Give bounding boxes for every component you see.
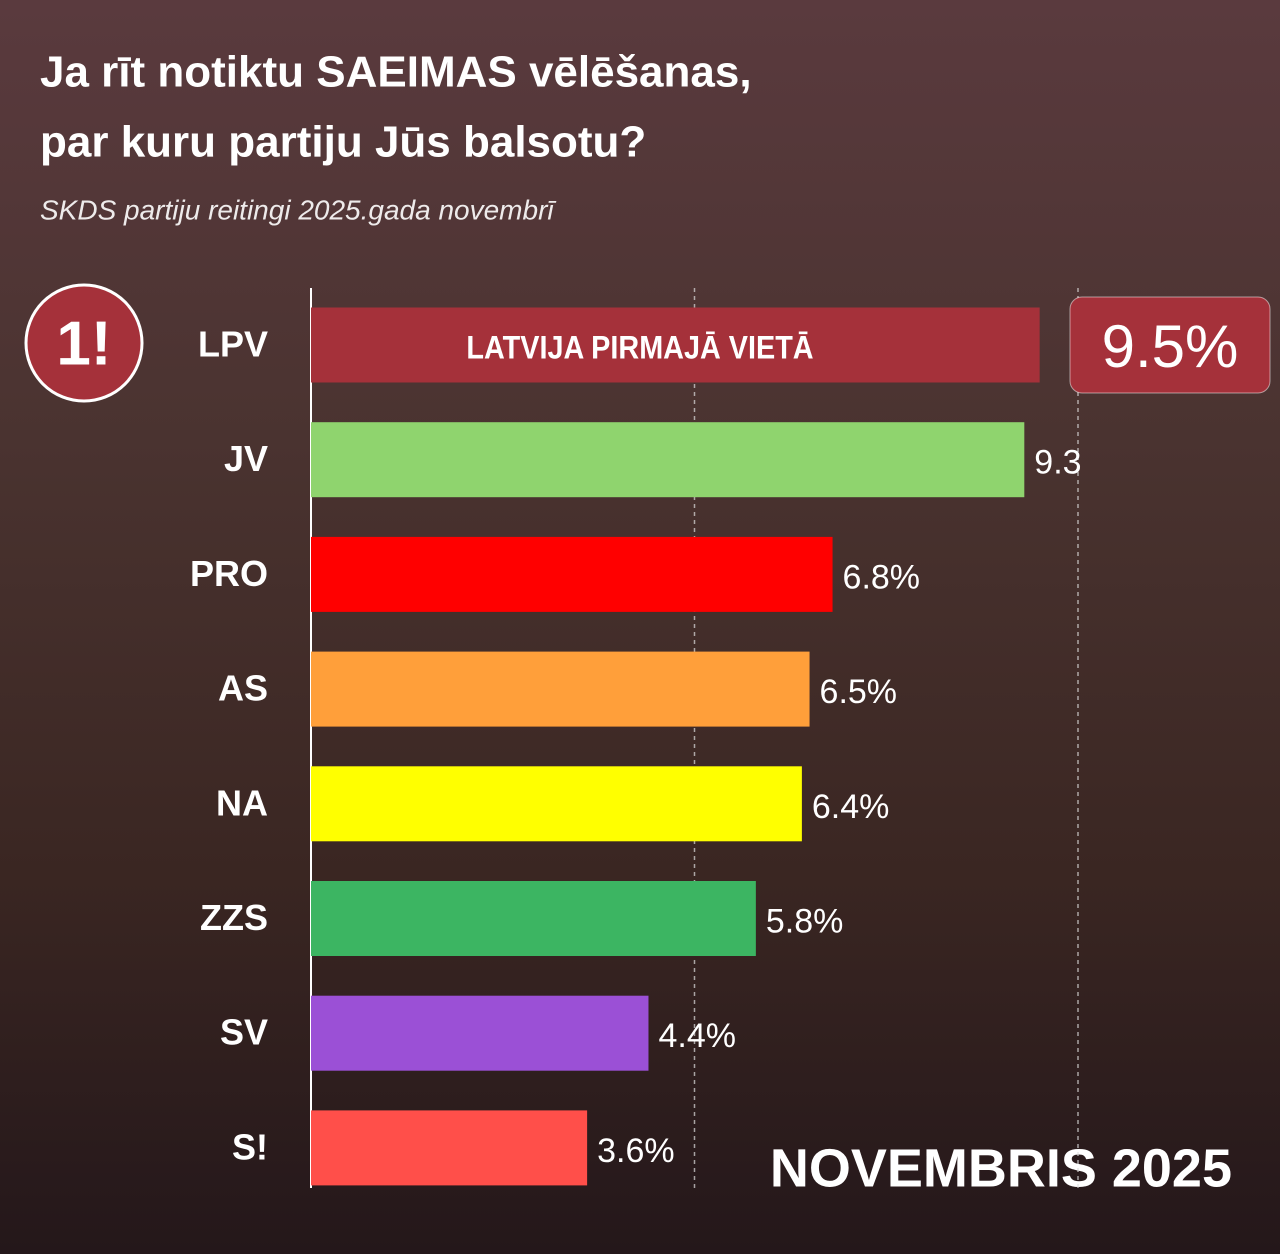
logo-circle [24,283,144,403]
value-label: 9.3 [1034,444,1081,482]
y-tick-label: SV [220,1012,268,1053]
bar [311,1110,588,1186]
bar [311,307,1040,383]
value-label: 6.5% [820,673,898,711]
y-tick-label: AS [218,668,268,709]
chart-title: Ja rīt notiktu SAEIMAS vēlēšanas, [40,48,752,97]
bar [311,422,1025,498]
bar [311,766,802,842]
value-badge [1069,296,1271,394]
y-tick-label: NA [216,782,268,823]
y-tick-label: PRO [190,553,268,594]
value-label: 5.8% [766,902,844,940]
footer: NOVEMBRIS 2025 [770,1138,1232,1198]
chart-title: par kuru partiju Jūs balsotu? [40,118,646,167]
bar-text: LATVIJA PIRMAJĀ VIETĀ [466,330,813,366]
bar [311,536,833,612]
y-tick-label: JV [224,438,268,479]
value-label: 6.8% [843,558,921,596]
bar [311,995,649,1071]
value-label: 6.4% [812,788,890,826]
logo: 1! [56,309,111,378]
value-label: 9.5% [1102,313,1239,380]
y-tick-label: ZZS [200,897,268,938]
bar [311,881,756,956]
y-tick-label: S! [232,1126,268,1167]
bar [311,651,810,727]
chart-subtitle: SKDS partiju reitingi 2025.gada novembrī [40,194,556,225]
value-label: 4.4% [658,1017,736,1055]
y-tick-label: LPV [198,324,268,365]
value-label: 3.6% [597,1132,675,1170]
